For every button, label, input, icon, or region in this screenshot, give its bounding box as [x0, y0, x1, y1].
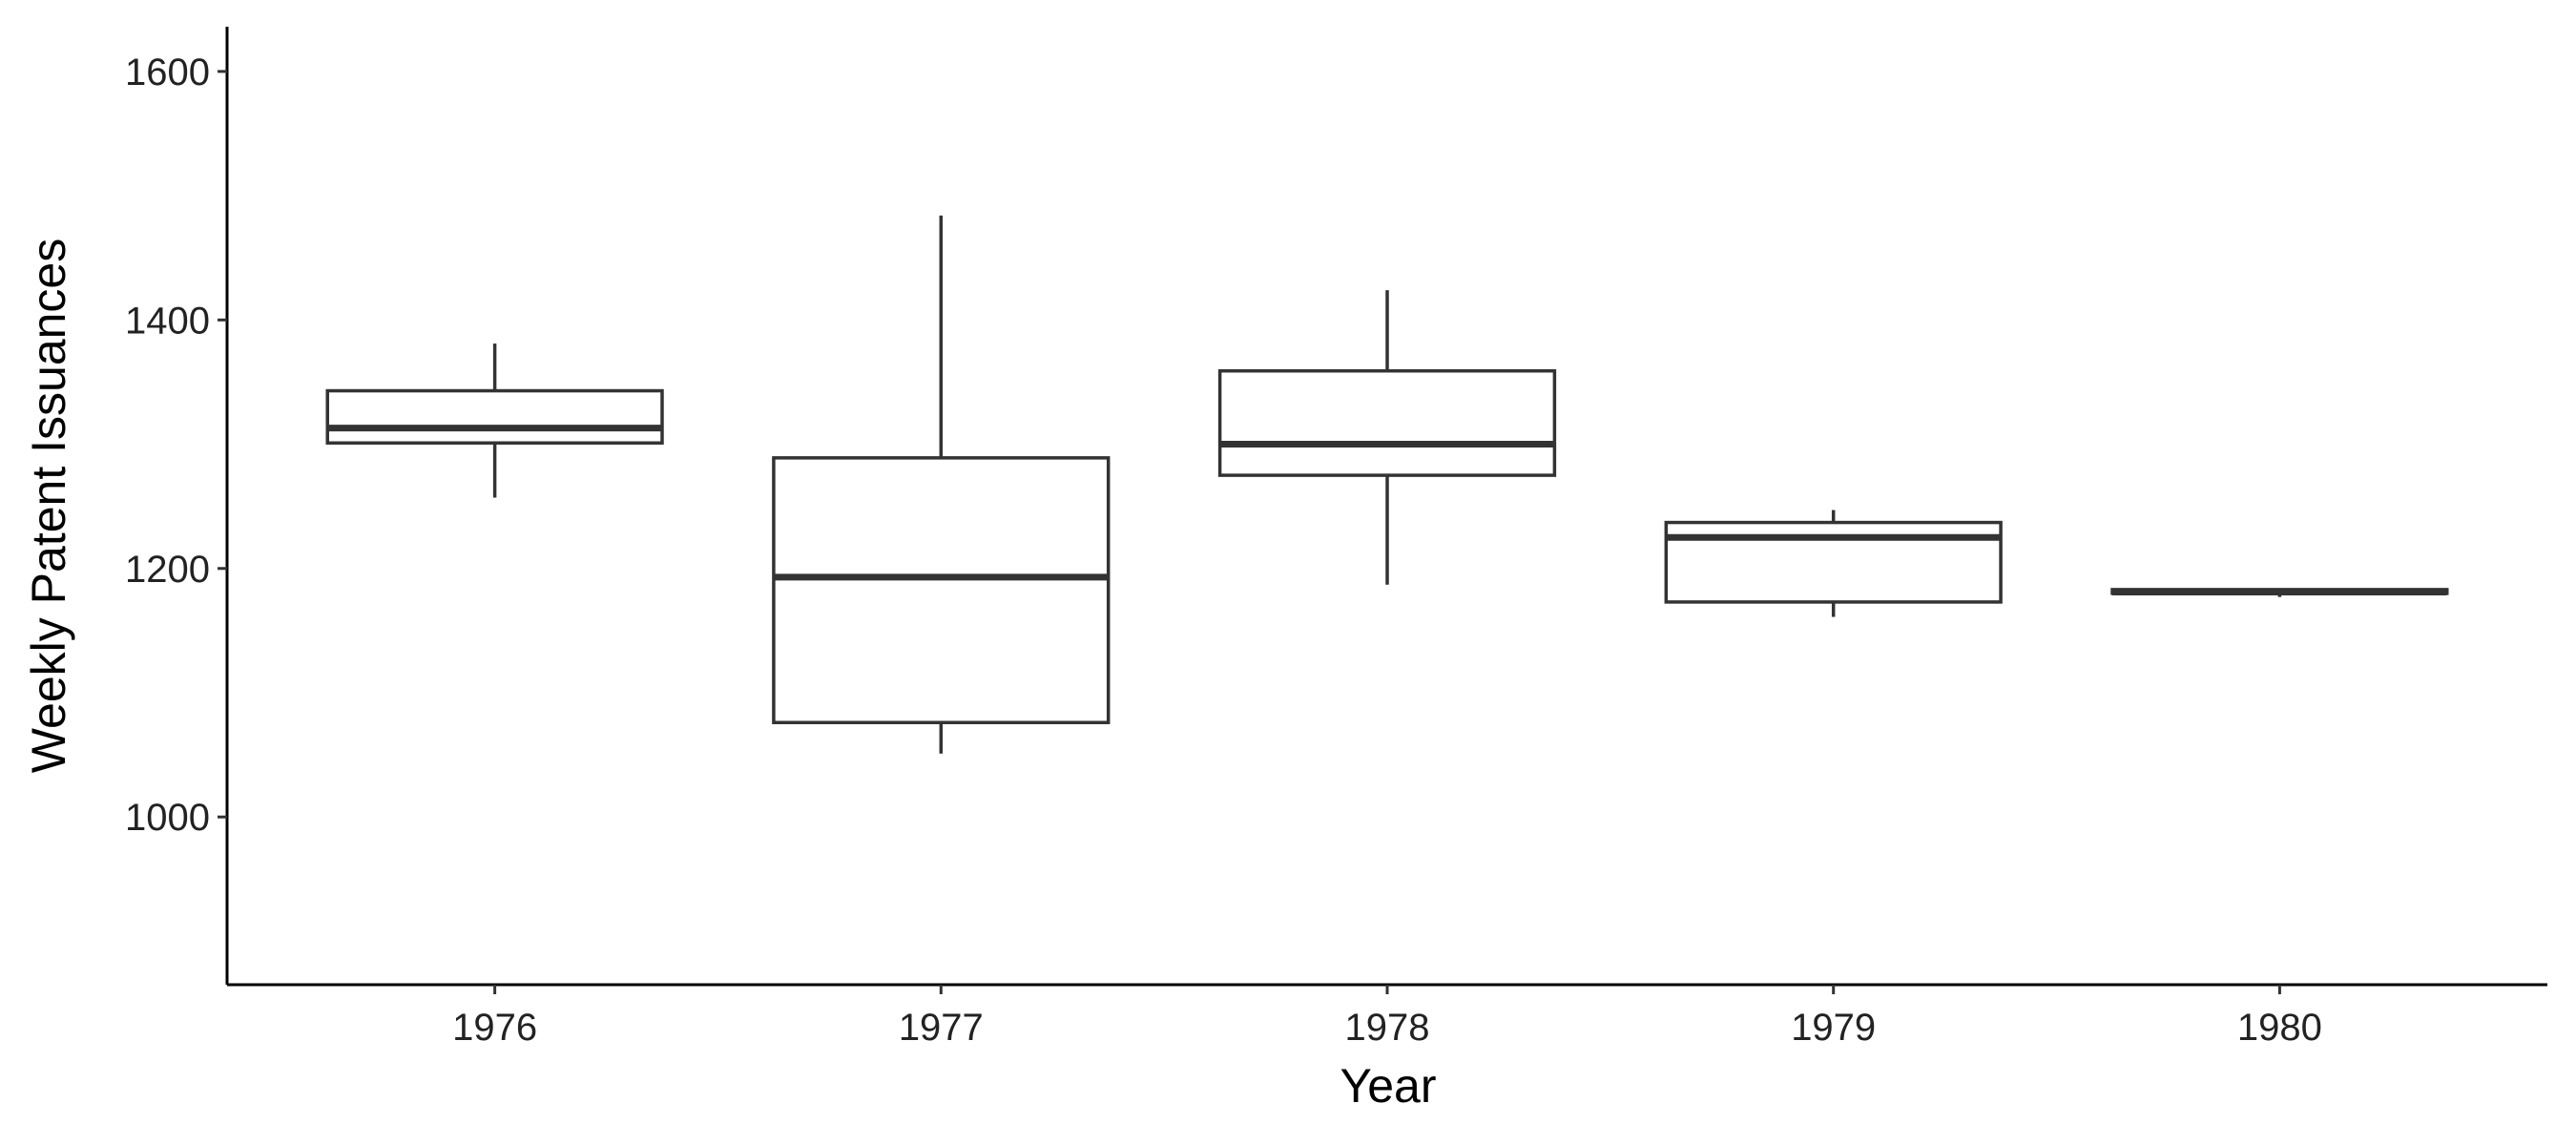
- chart: Year Weekly Patent Issuances 1000 1200 140…: [0, 0, 2576, 1145]
- x-tick-label: 1978: [1345, 1007, 1430, 1049]
- box: [774, 458, 1109, 722]
- page: {"chart_data": {"type": "box", "x_label"…: [0, 0, 2576, 1145]
- y-tick-label: 1200: [125, 549, 210, 591]
- x-axis-title: Year: [1340, 1059, 1436, 1113]
- x-tick-label: 1979: [1791, 1007, 1876, 1049]
- y-axis-title: Weekly Patent Issuances: [22, 239, 75, 773]
- x-tick-label: 1977: [899, 1007, 984, 1049]
- x-tick-label: 1980: [2237, 1007, 2322, 1049]
- y-tick-label: 1600: [125, 52, 210, 94]
- x-tick-label: 1976: [452, 1007, 537, 1049]
- y-tick-label: 1400: [125, 300, 210, 342]
- box: [1220, 371, 1555, 475]
- box: [327, 391, 662, 444]
- y-tick-label: 1000: [125, 797, 210, 839]
